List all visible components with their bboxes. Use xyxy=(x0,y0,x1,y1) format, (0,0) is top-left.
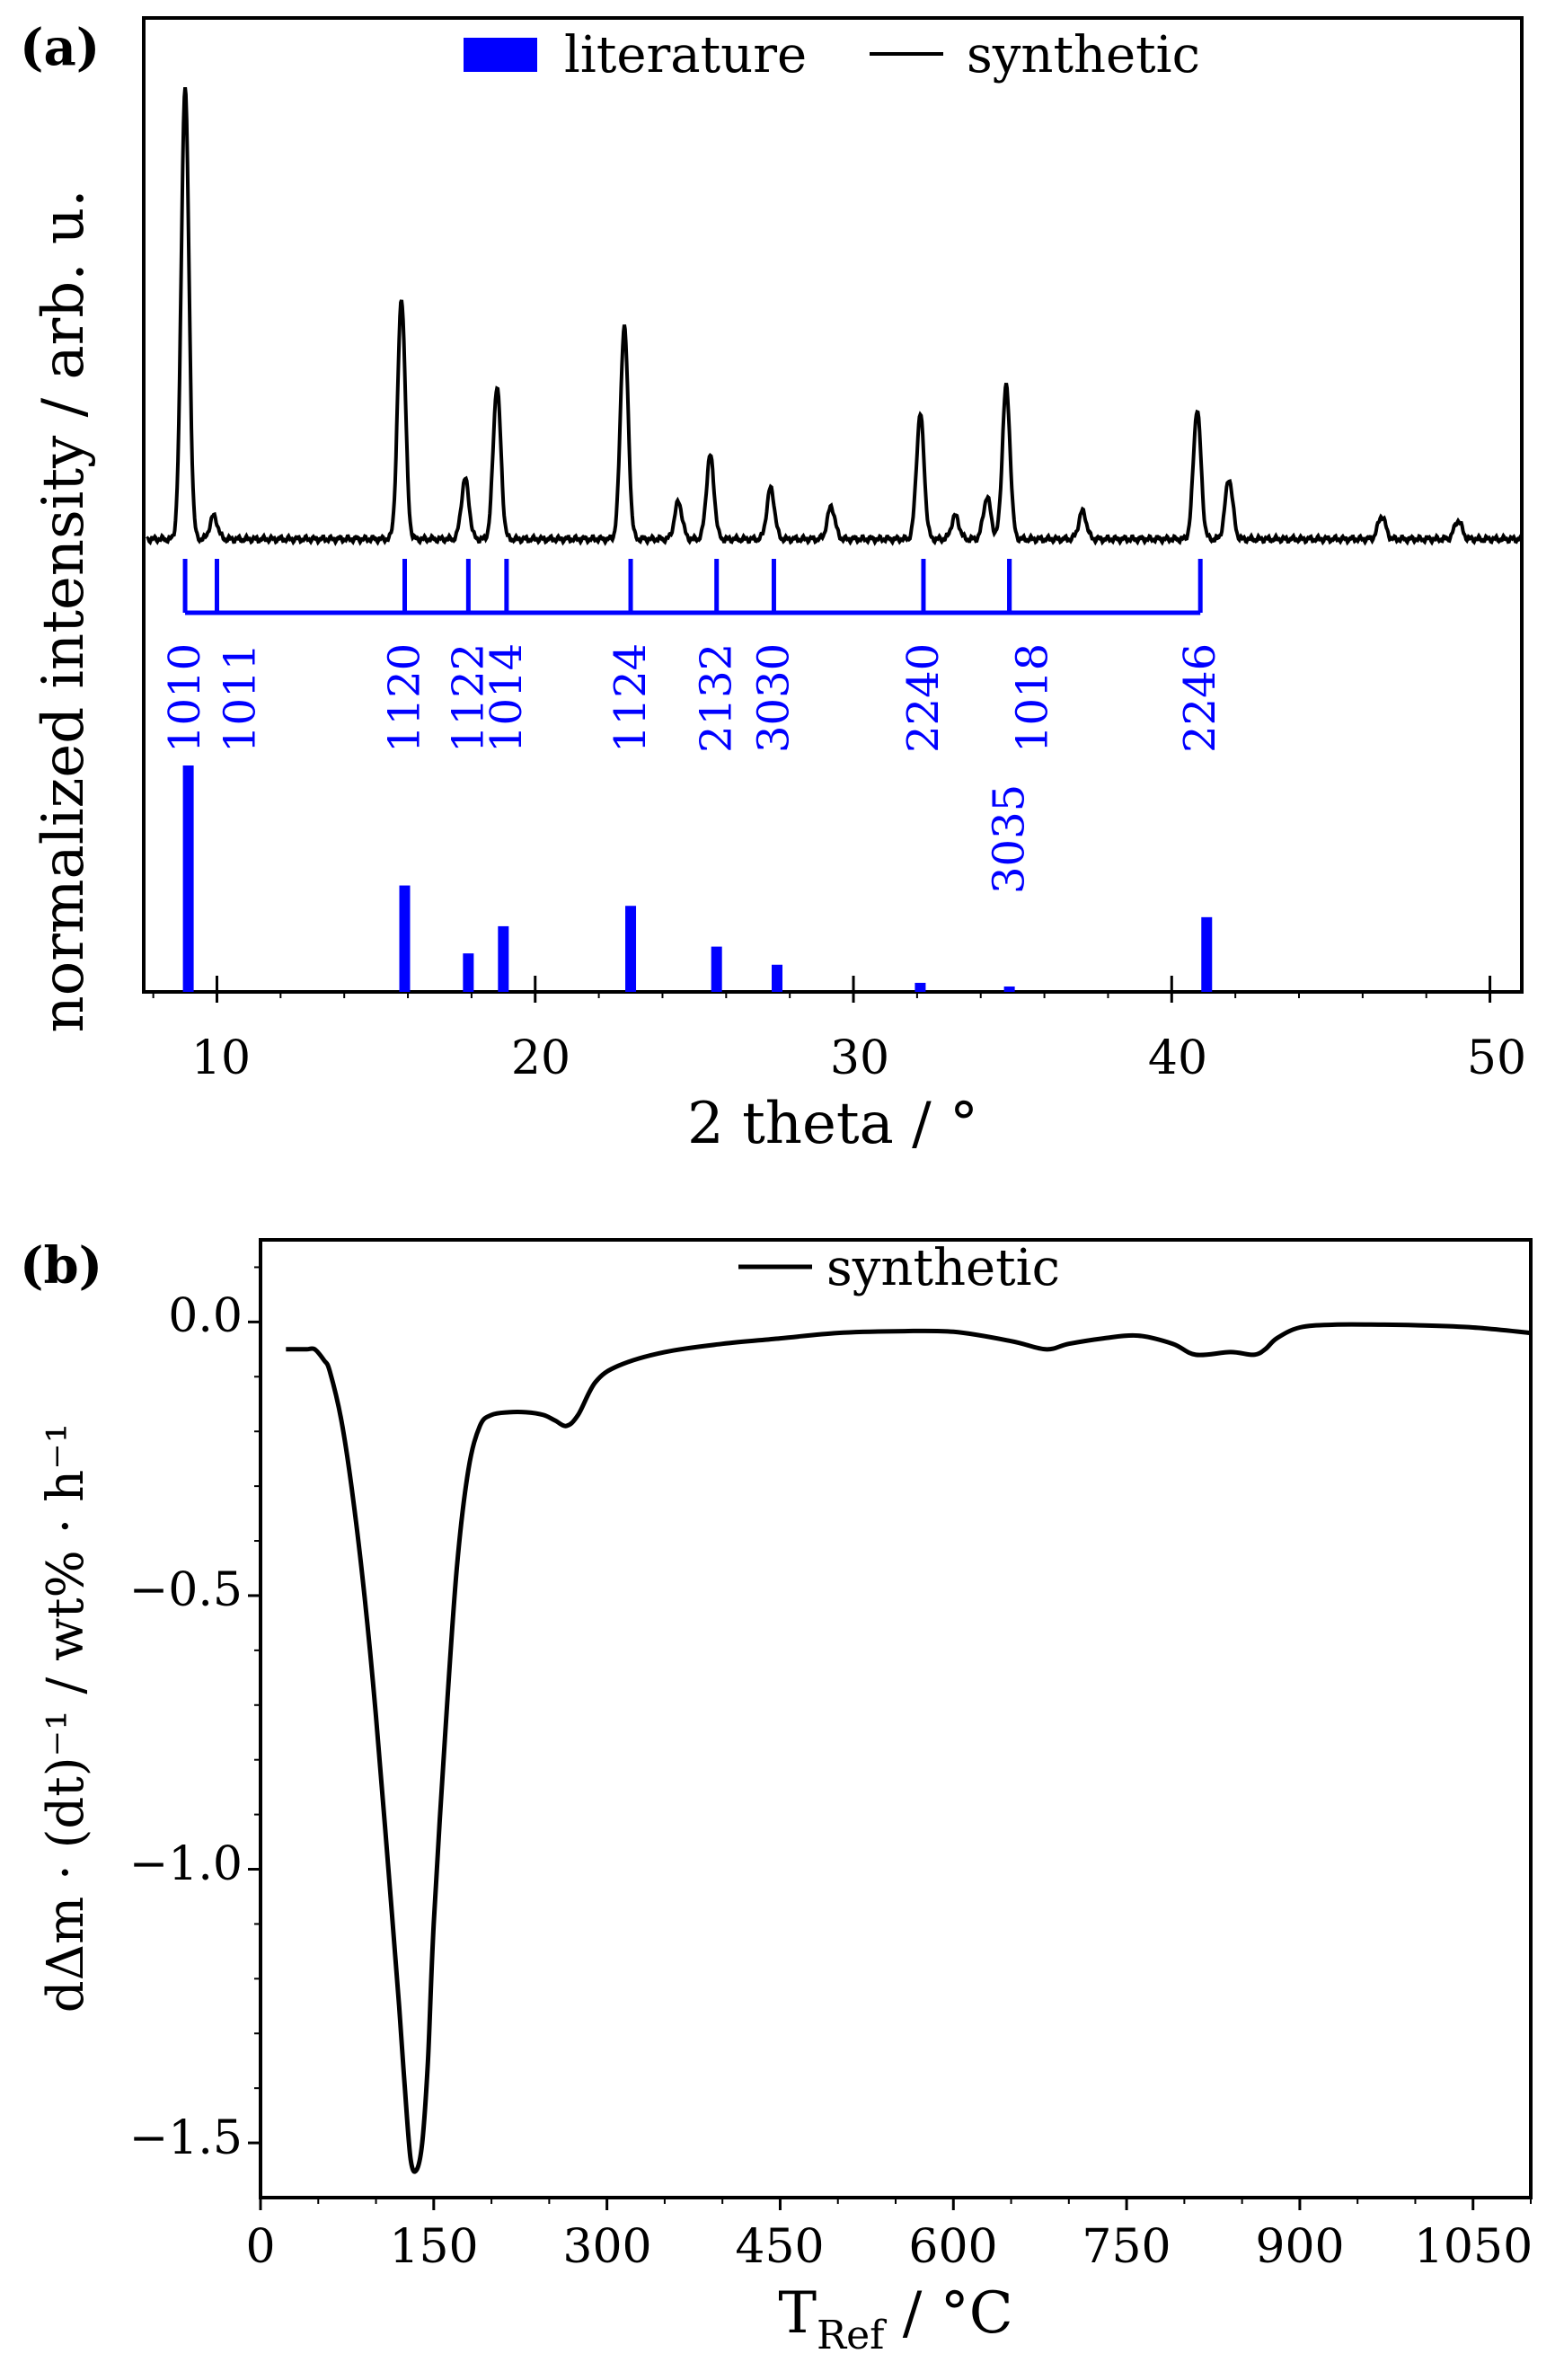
x-tick-label: 20 xyxy=(511,1031,570,1085)
panel-b-y-axis-title: dΔm · (dt)⁻¹ / wt% · h⁻¹ xyxy=(37,1423,95,2013)
legend-synthetic-label: synthetic xyxy=(826,1239,1060,1297)
panel-b-frame xyxy=(259,1238,1533,2199)
panel-a-frame xyxy=(142,16,1524,994)
reflection-label: 1124 xyxy=(605,643,656,753)
reflection-label: 3035 xyxy=(985,784,1035,894)
literature-bar xyxy=(711,946,722,992)
x-tick-label: 1050 xyxy=(1414,2220,1533,2274)
panel-a: (a) literature synthetic 10 20 30 40 50 … xyxy=(20,16,1526,1157)
x-tick-label: 0 xyxy=(245,2220,275,2274)
reflection-label: 3030 xyxy=(748,643,799,753)
x-tick-label: 40 xyxy=(1148,1031,1207,1085)
x-tick-label: 750 xyxy=(1082,2220,1171,2274)
synthetic-dtg-line xyxy=(286,1322,1532,2174)
x-tick-label: 150 xyxy=(389,2220,478,2274)
literature-bar xyxy=(498,925,509,992)
x-title-subscript: Ref xyxy=(817,2313,887,2358)
panel-b-y-ticks: 0.0 −0.5 −1.0 −1.5 xyxy=(129,1289,243,2165)
panel-a-y-axis-title: normalized intensity / arb. u. xyxy=(31,190,97,1033)
reflection-label: 2246 xyxy=(1175,643,1225,753)
literature-bar xyxy=(463,953,474,992)
x-tick-label: 50 xyxy=(1467,1031,1526,1085)
literature-bar xyxy=(399,885,411,992)
x-tick-label: 30 xyxy=(830,1031,889,1085)
literature-bar xyxy=(772,964,783,992)
legend-literature-swatch xyxy=(464,38,537,72)
y-tick-label: −1.5 xyxy=(129,2111,243,2165)
x-tick-label: 10 xyxy=(191,1031,251,1085)
reflection-label: 1018 xyxy=(1008,643,1058,753)
literature-bar xyxy=(182,765,194,992)
panel-b-x-ticks: 0 150 300 450 600 750 900 1050 xyxy=(245,2220,1533,2274)
reflection-label: 1014 xyxy=(482,643,532,753)
literature-bar xyxy=(625,906,637,992)
literature-bar xyxy=(1201,916,1213,992)
x-title-main: T xyxy=(778,2280,817,2347)
reflection-label: 1122 xyxy=(443,643,493,753)
x-tick-label: 900 xyxy=(1255,2220,1344,2274)
panel-a-label: (a) xyxy=(20,18,100,77)
y-tick-label: 0.0 xyxy=(168,1289,243,1343)
reflection-label: 1011 xyxy=(215,643,265,753)
literature-bar xyxy=(915,982,926,992)
y-tick-label: −1.0 xyxy=(129,1837,243,1891)
reflection-label: 2240 xyxy=(898,643,949,753)
legend-literature-label: literature xyxy=(564,26,807,84)
reflection-label: 2132 xyxy=(692,643,742,753)
panel-b-label: (b) xyxy=(20,1236,102,1296)
panel-b-x-axis-title: TRef / °C xyxy=(778,2280,1012,2358)
reflection-label: 1010 xyxy=(160,643,210,753)
panel-b-plot-area xyxy=(248,1266,1532,2210)
y-tick-label: −0.5 xyxy=(129,1563,243,1617)
literature-bar xyxy=(1003,987,1015,992)
reflection-label: 1120 xyxy=(380,643,430,753)
x-tick-label: 450 xyxy=(735,2220,824,2274)
x-tick-label: 600 xyxy=(908,2220,997,2274)
x-tick-label: 300 xyxy=(562,2220,651,2274)
panel-b: (b) synthetic 0.0 −0.5 −1.0 −1.5 0 150 3… xyxy=(20,1236,1533,2358)
x-title-unit: / °C xyxy=(884,2280,1012,2347)
panel-a-x-ticks: 10 20 30 40 50 xyxy=(191,1031,1526,1085)
legend-synthetic-label: synthetic xyxy=(967,26,1200,84)
synthetic-xrd-line xyxy=(146,86,1524,547)
panel-a-x-axis-title: 2 theta / ° xyxy=(687,1091,978,1157)
